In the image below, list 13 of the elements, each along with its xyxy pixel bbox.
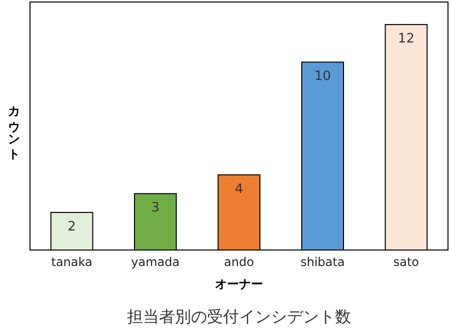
data-label: 12 (398, 32, 414, 47)
x-axis-title: オーナー (215, 277, 263, 291)
y-axis-title: カウント (7, 98, 21, 160)
data-label: 2 (68, 219, 76, 234)
x-tick-label: tanaka (51, 255, 92, 269)
x-tick-label: sato (393, 255, 420, 269)
text: 担当者別の受付インシデント数 (127, 307, 351, 326)
x-tick-label: yamada (131, 255, 180, 269)
x-tick-label: shibata (300, 255, 345, 269)
data-label: 4 (234, 182, 244, 197)
data-label: 3 (151, 200, 160, 216)
x-tick-label: ando (224, 255, 254, 269)
data-label: 10 (314, 69, 331, 84)
